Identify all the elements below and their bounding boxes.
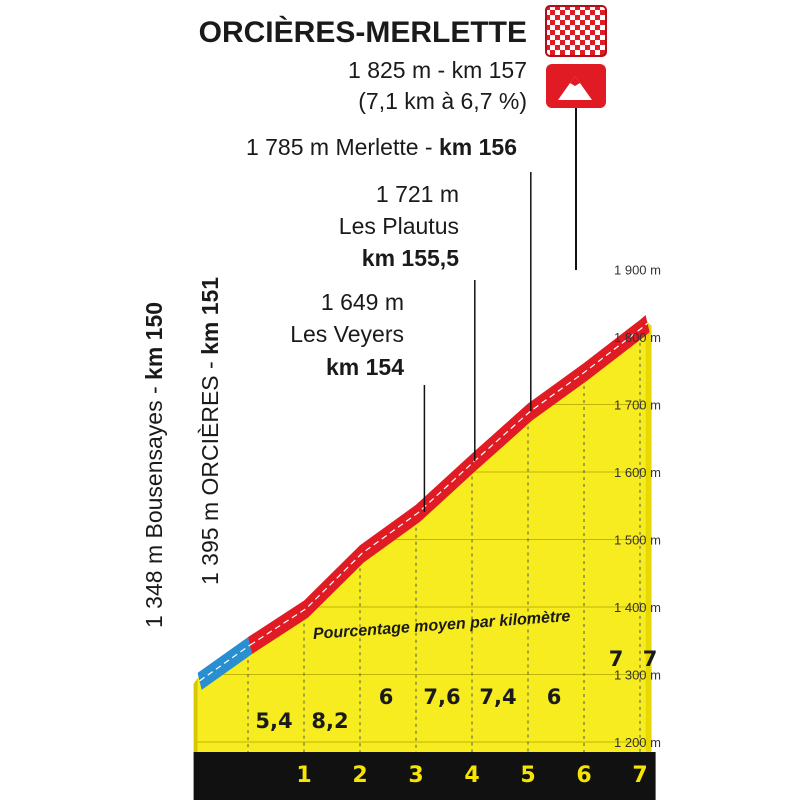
km-tick-label: 2 <box>352 763 367 788</box>
veyers-altitude: 1 649 m <box>321 289 404 315</box>
bousensayes-label: 1 348 m Bousensayes - km 150 <box>141 302 167 628</box>
climb-road-centerline <box>249 322 648 646</box>
veyers-km: km 154 <box>326 354 404 380</box>
gradient-label: 5,4 <box>255 709 292 733</box>
summit-name: ORCIÈRES-MERLETTE <box>199 15 527 49</box>
summit-altitude: 1 825 m - km 157 <box>348 57 527 83</box>
y-tick-label: 1 200 m <box>614 735 661 750</box>
checkered-flag-icon <box>545 5 607 57</box>
y-tick-label: 1 400 m <box>614 600 661 615</box>
distance-strip <box>193 752 656 800</box>
gradient-label: 7 <box>643 647 658 671</box>
bousensayes-km: km 150 <box>141 302 167 380</box>
plautus-km: km 155,5 <box>362 245 459 271</box>
profile-side-face <box>193 677 198 758</box>
gradient-label: 7 <box>609 647 624 671</box>
km-tick-label: 1 <box>296 763 311 788</box>
merlette-label: 1 785 m Merlette - km 156 <box>246 134 517 160</box>
km-tick-label: 7 <box>632 763 647 788</box>
approach-road-centerline <box>199 644 251 682</box>
y-tick-label: 1 900 m <box>614 263 661 278</box>
climb-road <box>248 315 650 655</box>
km-tick-label: 4 <box>464 763 479 788</box>
plautus-name: Les Plautus <box>339 213 459 239</box>
plautus-altitude: 1 721 m <box>376 181 459 207</box>
y-tick-label: 1 500 m <box>614 533 661 548</box>
veyers-name: Les Veyers <box>290 321 404 347</box>
bousensayes-prefix: 1 348 m Bousensayes - <box>141 386 167 628</box>
y-tick-label: 1 300 m <box>614 668 661 683</box>
merlette-prefix: 1 785 m Merlette - <box>246 134 433 160</box>
gradient-label: 8,2 <box>311 709 348 733</box>
y-tick-label: 1 600 m <box>614 465 661 480</box>
gradient-label: 6 <box>379 685 394 709</box>
orcieres-label: 1 395 m ORCIÈRES - km 151 <box>197 277 223 585</box>
km-tick-label: 5 <box>520 763 535 788</box>
orcieres-prefix: 1 395 m ORCIÈRES - <box>197 361 223 585</box>
orcieres-km: km 151 <box>197 277 223 355</box>
merlette-km: km 156 <box>439 134 517 160</box>
summit-climb-stats: (7,1 km à 6,7 %) <box>358 88 527 114</box>
mountain-summit-icon <box>546 64 606 108</box>
y-tick-label: 1 800 m <box>614 330 661 345</box>
gradient-label: 7,6 <box>423 685 460 709</box>
gradient-label: 7,4 <box>479 685 516 709</box>
gradient-label: 6 <box>547 685 562 709</box>
profile-right-face <box>645 320 652 752</box>
km-tick-label: 3 <box>408 763 423 788</box>
y-tick-label: 1 700 m <box>614 398 661 413</box>
km-tick-label: 6 <box>576 763 591 788</box>
climb-area <box>248 320 646 752</box>
